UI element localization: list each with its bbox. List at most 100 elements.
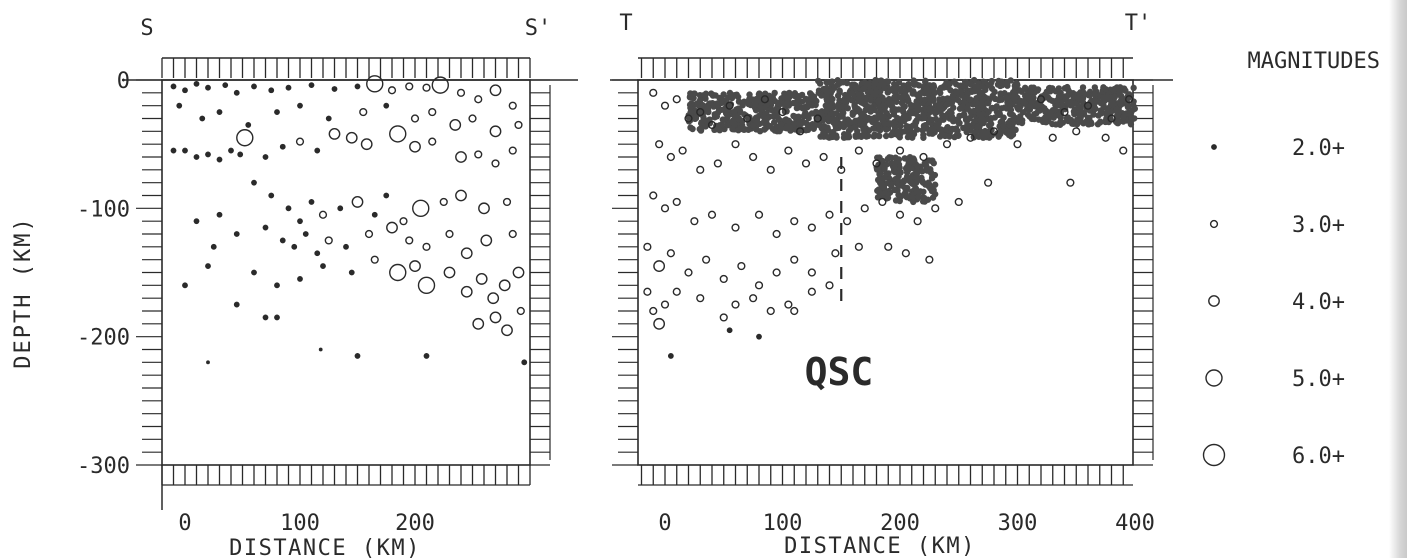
earthquake-event xyxy=(1083,101,1093,110)
earthquake-event xyxy=(684,114,693,123)
dense-event-dot xyxy=(908,109,915,117)
x-tick-label: 200 xyxy=(395,511,435,536)
dense-event-dot xyxy=(920,131,927,139)
earthquake-event xyxy=(222,82,229,89)
dense-event-dot xyxy=(865,81,873,88)
dense-event-dot xyxy=(871,80,879,87)
earthquake-event xyxy=(790,306,799,316)
dense-event-dot xyxy=(849,109,856,116)
x-axis-label: DISTANCE (KM) xyxy=(784,534,976,558)
earthquake-event xyxy=(205,151,211,158)
earthquake-event xyxy=(643,287,652,296)
dense-event-dot xyxy=(964,121,971,128)
dense-event-dot xyxy=(855,91,862,98)
earthquake-event xyxy=(731,300,740,309)
earthquake-event xyxy=(302,231,309,237)
y-tick-label: -300 xyxy=(77,454,130,479)
dense-event-dot xyxy=(913,171,920,179)
dense-event-dot xyxy=(1057,111,1065,118)
earthquake-event xyxy=(854,242,863,251)
dense-event-dot xyxy=(851,102,858,110)
earthquake-event xyxy=(399,217,408,226)
dense-event-dot xyxy=(785,117,792,124)
earthquake-event xyxy=(291,243,298,250)
dense-event-dot xyxy=(1095,112,1102,119)
dense-event-dot xyxy=(860,126,867,133)
dense-event-dot xyxy=(900,93,907,100)
earthquake-event xyxy=(449,119,462,131)
earthquake-event xyxy=(1036,95,1046,104)
x-tick-label: 100 xyxy=(763,511,803,536)
dense-event-dot xyxy=(691,115,699,123)
earthquake-event xyxy=(474,95,483,104)
earthquake-event xyxy=(337,205,344,212)
dense-event-dot xyxy=(902,115,909,123)
dense-event-dot xyxy=(881,84,889,92)
earthquake-event xyxy=(660,101,670,110)
earthquake-event xyxy=(428,107,437,117)
dense-event-dot xyxy=(735,105,742,112)
dense-event-dot xyxy=(998,105,1005,112)
dense-event-dot xyxy=(1049,106,1057,114)
earthquake-event xyxy=(707,120,717,130)
dense-event-dot xyxy=(836,89,843,96)
earthquake-event xyxy=(666,249,675,258)
earthquake-event xyxy=(233,89,240,96)
earthquake-event xyxy=(1101,133,1110,142)
earthquake-event xyxy=(707,210,717,219)
earthquake-event xyxy=(655,140,664,149)
y-axis-label: DEPTH (KM) xyxy=(11,216,36,368)
dense-event-dot xyxy=(886,154,893,161)
earthquake-event xyxy=(274,314,280,321)
earthquake-event xyxy=(884,242,893,251)
earthquake-event xyxy=(328,127,341,140)
earthquake-event xyxy=(743,114,752,123)
dense-event-dot xyxy=(909,122,917,129)
dense-event-dot xyxy=(909,129,917,136)
dense-event-dot xyxy=(1108,99,1116,106)
earthquake-event xyxy=(731,140,740,149)
earthquake-event xyxy=(653,260,666,272)
earthquake-event xyxy=(737,261,746,271)
dense-event-dot xyxy=(852,117,859,125)
earthquake-event xyxy=(279,237,286,244)
earthquake-event xyxy=(1048,133,1057,142)
dense-event-dot xyxy=(921,114,928,122)
dense-event-dot xyxy=(864,104,871,111)
dense-event-dot xyxy=(897,122,904,130)
dense-event-dot xyxy=(910,198,917,206)
earthquake-event xyxy=(237,151,244,158)
earthquake-event xyxy=(931,204,940,213)
dense-event-dot xyxy=(980,129,987,137)
dense-event-dot xyxy=(1006,105,1014,113)
dense-event-dot xyxy=(913,98,920,105)
earthquake-event xyxy=(460,247,473,260)
earthquake-event xyxy=(360,138,373,151)
earthquake-event xyxy=(325,115,332,122)
earthquake-event xyxy=(672,197,681,207)
earthquake-event xyxy=(749,152,758,162)
dense-event-dot xyxy=(909,90,916,97)
dense-event-dot xyxy=(686,101,694,109)
earthquake-event xyxy=(251,269,257,276)
dense-event-dot xyxy=(1019,117,1026,124)
dense-event-dot xyxy=(936,133,944,140)
dense-event-dot xyxy=(778,100,786,107)
earthquake-event xyxy=(193,80,200,87)
dense-event-dot xyxy=(771,89,778,97)
earthquake-event xyxy=(455,189,467,202)
earthquake-event xyxy=(487,292,500,305)
earthquake-event xyxy=(819,152,828,162)
dense-event-dot xyxy=(874,154,881,161)
earthquake-event xyxy=(409,260,421,272)
dense-event-dot xyxy=(1000,122,1007,129)
earthquake-event xyxy=(206,360,210,365)
earthquake-event xyxy=(784,146,793,155)
legend-title: MAGNITUDES xyxy=(1248,49,1380,74)
dense-event-dot xyxy=(880,97,888,104)
dense-event-dot xyxy=(753,119,761,126)
dense-event-dot xyxy=(912,80,920,88)
earthquake-event xyxy=(405,82,414,91)
earthquake-event xyxy=(468,114,477,123)
x-tick-label: 100 xyxy=(280,511,320,536)
